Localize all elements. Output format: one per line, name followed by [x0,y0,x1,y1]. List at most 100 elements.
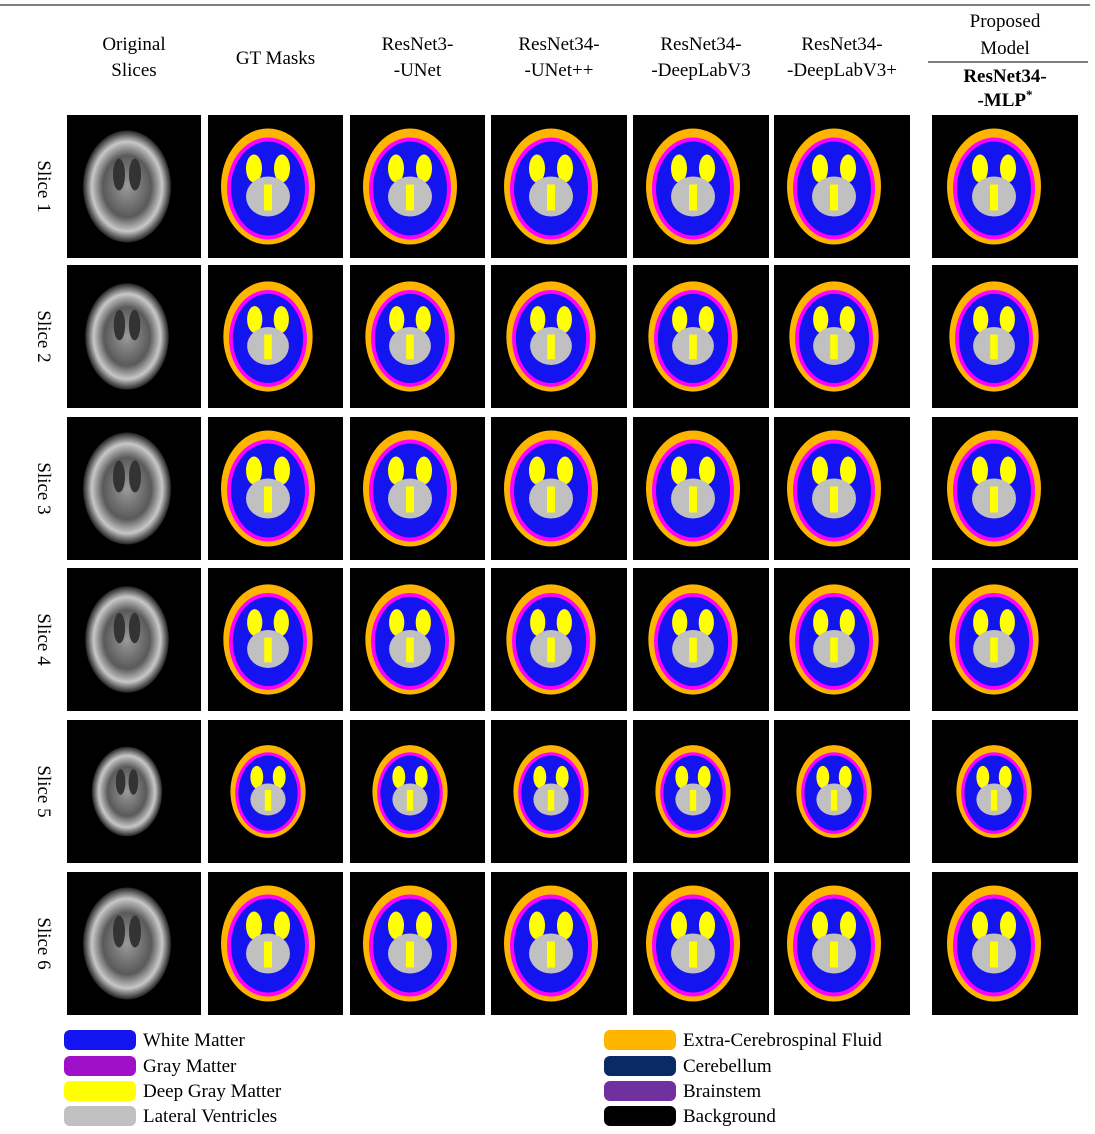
deep-gray [813,609,829,636]
deep-gray [246,154,262,183]
deep-gray [247,609,263,636]
deep-gray [1000,911,1016,940]
deep-gray [675,765,689,789]
deep-gray [990,334,998,360]
mri-ventricle [113,612,126,644]
deep-gray [972,456,988,485]
deep-gray [247,306,263,333]
deep-gray [557,911,573,940]
deep-gray [246,911,262,940]
deep-gray [672,306,688,333]
deep-gray [697,765,711,789]
deep-gray [250,765,264,789]
deep-gray [547,334,555,360]
mri-ventricle [113,460,125,493]
column-header: ResNet34- [518,34,599,55]
deep-gray [990,789,998,811]
legend-swatch [604,1106,676,1126]
deep-gray [698,609,714,636]
deep-gray [530,609,546,636]
deep-gray [671,456,687,485]
legend-label: Brainstem [683,1081,761,1102]
deep-gray [699,154,715,183]
column-header: GT Masks [236,48,315,69]
deep-gray [812,456,828,485]
mri-slice [83,130,171,243]
superscript: * [1026,87,1033,102]
model-name: -MLP [977,90,1026,111]
deep-gray [840,154,856,183]
deep-gray [415,609,431,636]
mri-ventricle [129,158,141,191]
deep-gray [273,609,289,636]
mri-slice [83,432,171,545]
legend-label: Deep Gray Matter [143,1081,282,1102]
deep-gray [389,306,405,333]
deep-gray [816,765,830,789]
deep-gray [406,486,414,513]
deep-gray [406,334,414,360]
deep-gray [689,334,697,360]
deep-gray [812,911,828,940]
deep-gray [388,154,404,183]
deep-gray [556,609,572,636]
legend-label: Gray Matter [143,1056,237,1077]
column-header: -DeepLabV3+ [787,60,897,81]
column-header: Slices [111,60,156,81]
mri-slice [91,746,163,837]
deep-gray [1000,154,1016,183]
deep-gray [830,789,838,811]
deep-gray [699,456,715,485]
deep-gray [556,306,572,333]
mri-ventricle [129,460,141,493]
deep-gray [264,789,272,811]
deep-gray [972,154,988,183]
deep-gray [998,765,1012,789]
row-label: Slice 6 [33,917,54,969]
mri-slice [83,887,171,1000]
deep-gray [406,637,414,663]
deep-gray [990,637,998,663]
deep-gray [972,911,988,940]
column-header: -MLP* [977,87,1032,111]
deep-gray [415,306,431,333]
deep-gray [274,154,290,183]
mri-ventricle [113,915,125,948]
mri-ventricle [113,309,126,341]
legend-label: Lateral Ventricles [143,1106,277,1127]
deep-gray [416,911,432,940]
row-label: Slice 5 [33,765,54,817]
legend-swatch [64,1056,136,1076]
deep-gray [557,456,573,485]
deep-gray [830,941,838,968]
deep-gray [976,765,990,789]
deep-gray [555,765,569,789]
deep-gray [272,765,286,789]
mri-ventricle [115,769,126,795]
deep-gray [274,911,290,940]
column-header: ResNet34- [660,34,741,55]
deep-gray [973,306,989,333]
legend-label: White Matter [143,1030,245,1051]
deep-gray [416,456,432,485]
deep-gray [839,609,855,636]
mri-ventricle [129,915,141,948]
deep-gray [999,609,1015,636]
legend-swatch [604,1081,676,1101]
deep-gray [973,609,989,636]
deep-gray [529,911,545,940]
deep-gray [264,184,272,211]
row-label: Slice 2 [33,310,54,362]
deep-gray [689,184,697,211]
deep-gray [392,765,406,789]
legend-label: Extra-Cerebrospinal Fluid [683,1030,882,1051]
mri-slice [85,586,169,693]
deep-gray [406,941,414,968]
deep-gray [671,154,687,183]
row-label: Slice 3 [33,462,54,514]
deep-gray [812,154,828,183]
deep-gray [840,456,856,485]
deep-gray [529,456,545,485]
deep-gray [547,486,555,513]
legend-label: Background [683,1106,776,1127]
